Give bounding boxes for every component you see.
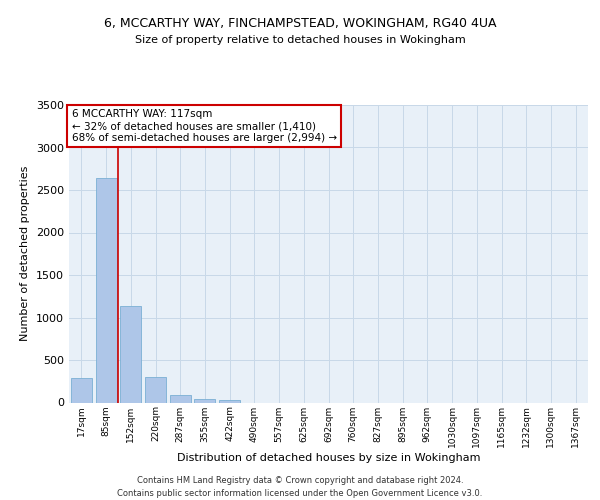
X-axis label: Distribution of detached houses by size in Wokingham: Distribution of detached houses by size …	[177, 453, 480, 463]
Bar	[194, 398, 215, 402]
Bar	[95, 178, 116, 402]
Text: 6 MCCARTHY WAY: 117sqm
← 32% of detached houses are smaller (1,410)
68% of semi-: 6 MCCARTHY WAY: 117sqm ← 32% of detached…	[71, 110, 337, 142]
Bar	[120, 306, 141, 402]
Text: 6, MCCARTHY WAY, FINCHAMPSTEAD, WOKINGHAM, RG40 4UA: 6, MCCARTHY WAY, FINCHAMPSTEAD, WOKINGHA…	[104, 18, 496, 30]
Y-axis label: Number of detached properties: Number of detached properties	[20, 166, 31, 342]
Text: Size of property relative to detached houses in Wokingham: Size of property relative to detached ho…	[134, 35, 466, 45]
Text: Contains HM Land Registry data © Crown copyright and database right 2024.: Contains HM Land Registry data © Crown c…	[137, 476, 463, 485]
Bar	[71, 378, 92, 402]
Bar	[219, 400, 240, 402]
Text: Contains public sector information licensed under the Open Government Licence v3: Contains public sector information licen…	[118, 489, 482, 498]
Bar	[170, 396, 191, 402]
Bar	[145, 378, 166, 402]
